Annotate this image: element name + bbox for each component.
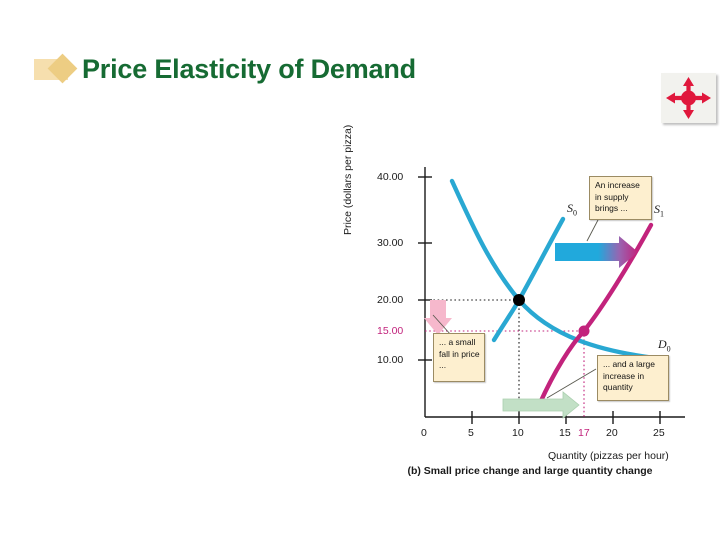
callout-price-fall: ... a small fall in price ...: [433, 333, 485, 382]
x-tick-label-5: 5: [468, 427, 474, 439]
price-fall-arrow: [424, 300, 452, 335]
x-axis-title: Quantity (pizzas per hour): [548, 450, 669, 462]
four-way-move-arrow-icon: [666, 77, 711, 119]
diamond-bullet-icon: [34, 53, 80, 84]
x-tick-marks: [471, 411, 661, 424]
y-tick-label-40: 40.00: [377, 171, 404, 183]
y-tick-label-20: 20.00: [377, 294, 404, 306]
leader-line-supply: [586, 219, 599, 242]
x-tick-label-20: 20: [606, 427, 618, 439]
callout-quantity-increase: ... and a large increase in quantity: [597, 355, 669, 401]
x-tick-label-17: 17: [578, 427, 590, 439]
move-tool-button[interactable]: [661, 73, 716, 123]
page-title: Price Elasticity of Demand: [82, 53, 416, 84]
leader-line-quantity: [546, 368, 597, 399]
x-tick-label-10: 10: [512, 427, 524, 439]
y-tick-label-15: 15.00: [377, 325, 404, 337]
curve-label-d0: D0: [658, 337, 671, 354]
y-tick-label-30: 30.00: [377, 237, 404, 249]
equilibrium-dot-initial: [513, 294, 525, 306]
supply-shift-arrow: [555, 236, 638, 268]
x-tick-label-25: 25: [653, 427, 665, 439]
quantity-increase-arrow: [502, 391, 580, 419]
x-tick-label-0: 0: [421, 427, 427, 439]
supply-demand-chart: [418, 167, 685, 424]
figure-caption: (b) Small price change and large quantit…: [407, 465, 653, 477]
callout-supply-increase: An increase in supply brings ...: [589, 176, 652, 220]
y-tick-label-10: 10.00: [377, 354, 404, 366]
equilibrium-dot-new: [578, 325, 590, 337]
economics-figure: 40.00 30.00 20.00 15.00 10.00 0 5 10 15 …: [342, 125, 705, 495]
curve-label-s1: S1: [654, 202, 664, 219]
slide-title-row: Price Elasticity of Demand: [34, 49, 416, 89]
y-axis-title: Price (dollars per pizza): [342, 124, 354, 235]
curve-label-s0: S0: [567, 201, 577, 218]
leader-line-price: [432, 314, 452, 336]
x-tick-label-15: 15: [559, 427, 571, 439]
